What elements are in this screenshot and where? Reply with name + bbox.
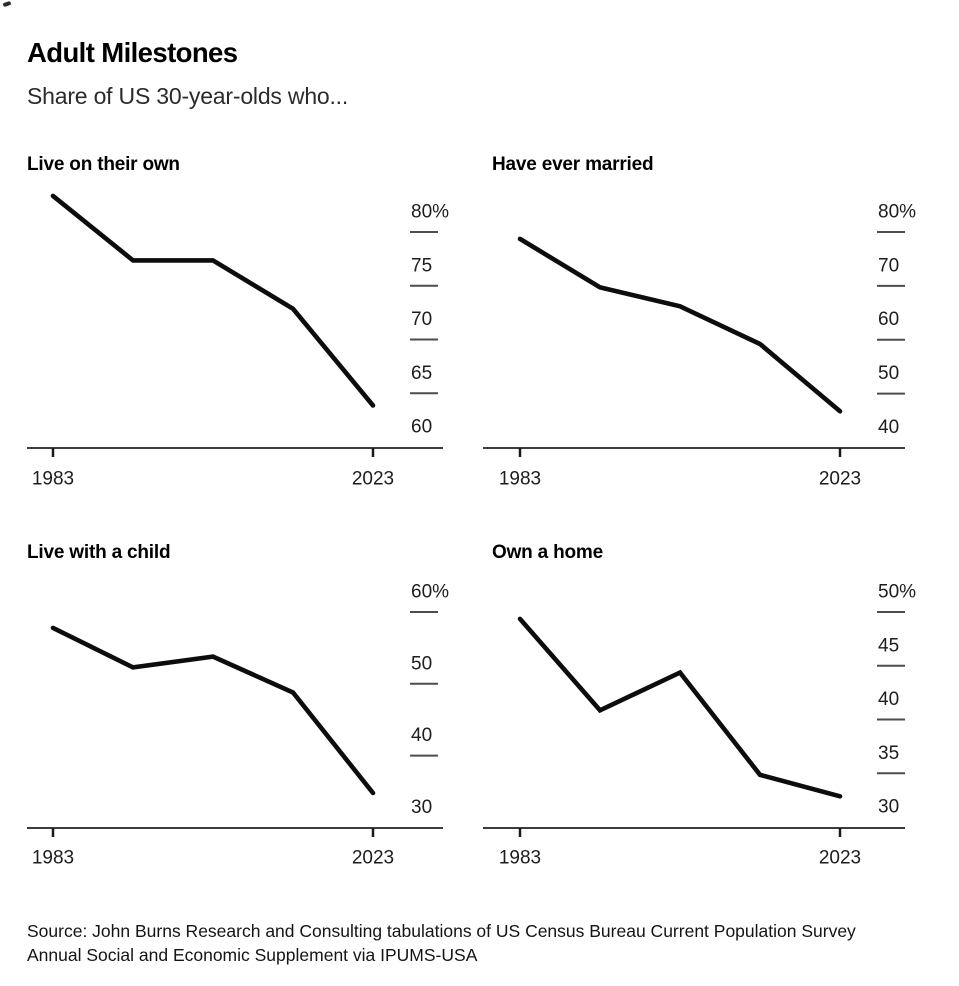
y-axis-label: 70: [878, 255, 899, 276]
x-axis-label: 1983: [499, 469, 541, 490]
x-axis-label: 1983: [499, 848, 541, 869]
chart-title-live-on-their-own: Live on their own: [27, 154, 180, 175]
page-subtitle: Share of US 30-year-olds who...: [27, 83, 349, 109]
y-axis-label: 60: [411, 417, 432, 438]
y-axis-label: 80%: [878, 202, 916, 223]
y-axis-label: 65: [411, 363, 432, 384]
y-axis-label: 75: [411, 255, 432, 276]
corner-artifact: [2, 0, 12, 8]
y-axis-label: 45: [878, 635, 899, 656]
chart-title-have-ever-married: Have ever married: [492, 154, 654, 175]
line-chart-have-ever-married: 80% 70 60 50 40 1983 2023: [483, 202, 916, 490]
data-line: [50, 193, 376, 408]
y-axis-label: 35: [878, 743, 899, 764]
line-chart-live-on-their-own: 80% 75 70 65 60 1983 2023: [27, 193, 449, 490]
x-axis-label: 1983: [32, 848, 74, 869]
source-line-1: Source: John Burns Research and Consulti…: [27, 921, 856, 941]
chart-title-live-with-a-child: Live with a child: [27, 542, 171, 563]
y-axis-label: 70: [411, 309, 432, 330]
x-axis-label: 2023: [819, 469, 861, 490]
x-axis-label: 2023: [819, 848, 861, 869]
data-line: [517, 236, 843, 414]
page-title: Adult Milestones: [27, 37, 238, 68]
y-axis-label: 50: [878, 363, 899, 384]
y-axis-label: 40: [878, 689, 899, 710]
y-axis-label: 50%: [878, 582, 916, 603]
line-chart-live-with-a-child: 60% 50 40 30 1983 2023: [27, 582, 449, 869]
y-axis-label: 60%: [411, 582, 449, 603]
source-line-2: Annual Social and Economic Supplement vi…: [27, 945, 478, 965]
y-axis-label: 40: [878, 417, 899, 438]
y-axis-label: 30: [878, 797, 899, 818]
data-line: [517, 616, 843, 799]
x-axis-label: 2023: [352, 848, 394, 869]
x-axis-label: 1983: [32, 469, 74, 490]
y-axis-label: 60: [878, 309, 899, 330]
line-chart-own-a-home: 50% 45 40 35 30 1983 2023: [483, 582, 916, 869]
data-line: [50, 625, 376, 796]
y-axis-label: 30: [411, 797, 432, 818]
chart-title-own-a-home: Own a home: [492, 542, 603, 563]
y-axis-label: 80%: [411, 202, 449, 223]
source-note: Source: John Burns Research and Consulti…: [27, 919, 957, 967]
y-axis-label: 40: [411, 725, 432, 746]
x-axis-label: 2023: [352, 469, 394, 490]
y-axis-label: 50: [411, 653, 432, 674]
